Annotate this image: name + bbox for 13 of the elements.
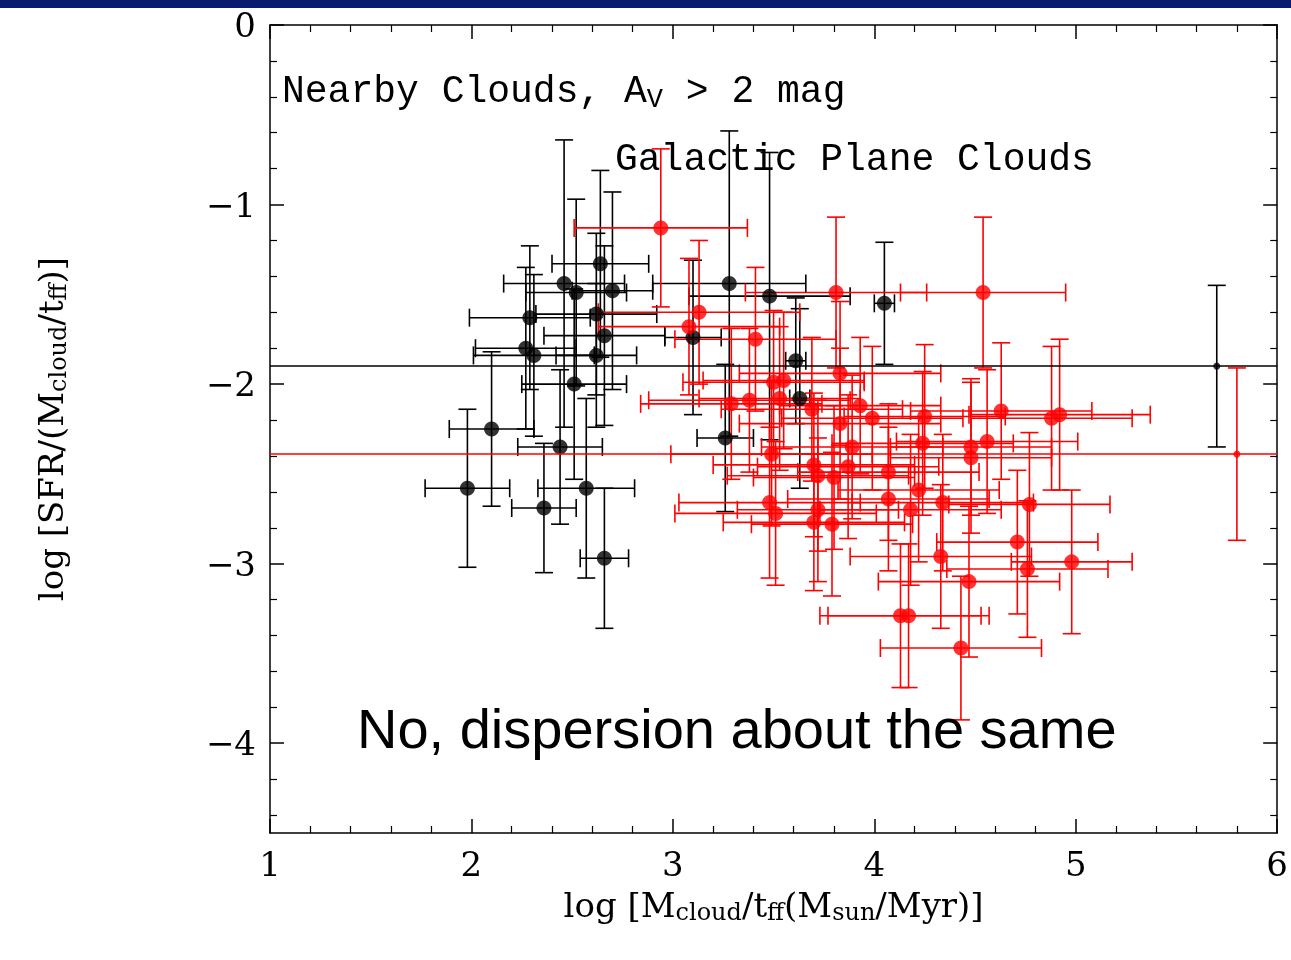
x-tick-label: 4 [863,844,886,884]
y-tick-label: −3 [205,543,256,584]
y-axis-title: log [SFR/(Mcloud/tff)] [30,256,72,602]
y-tick-label: −2 [205,364,256,405]
x-tick-label: 1 [259,844,281,884]
x-tick-label: 2 [460,844,483,884]
y-tick-label: −1 [205,184,256,225]
x-tick-label: 3 [662,844,684,884]
x-tick-label: 5 [1064,844,1087,884]
x-tick-label: 6 [1266,844,1288,884]
y-tick-label: −4 [205,723,256,764]
annotation: No, dispersion about the same [357,696,1117,760]
y-tick-label: 0 [234,5,256,45]
